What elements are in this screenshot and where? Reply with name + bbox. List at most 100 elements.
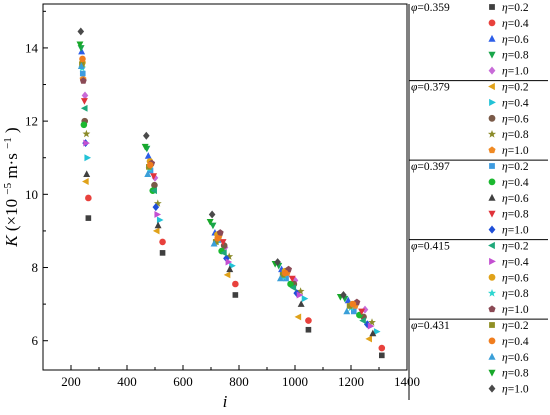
x-axis-label: i: [223, 392, 228, 411]
data-point: [150, 173, 158, 180]
legend-entry: η=0.6: [502, 193, 529, 205]
legend: φ=0.359 η=0.2 η=0.4 η=0.6 η=0.8 η=1.0 φ=0.379 η…: [408, 2, 548, 400]
data-point: [154, 210, 162, 218]
legend-entry: η=0.2: [502, 161, 529, 173]
data-point: [80, 98, 88, 105]
data-point: [216, 229, 224, 236]
data-point: [76, 41, 84, 49]
legend-phi-label: φ=0.359: [411, 2, 450, 14]
data-point: [146, 161, 154, 169]
legend-phi-label: φ=0.415: [411, 241, 450, 253]
data-point: [152, 203, 160, 212]
data-point: [288, 275, 296, 283]
data-point: [214, 234, 222, 242]
data-point: [77, 27, 85, 36]
data-point: [82, 178, 89, 185]
data-point: [368, 318, 376, 326]
legend-entry: η=0.8: [502, 288, 529, 300]
legend-marker: [488, 146, 496, 154]
legend-marker: [488, 34, 496, 42]
x-tick-label: 1400: [394, 374, 420, 389]
legend-entry: η=0.8: [502, 368, 529, 380]
data-point: [350, 308, 357, 315]
data-point: [274, 258, 281, 266]
legend-marker: [488, 273, 496, 281]
legend-marker: [489, 98, 496, 106]
x-tick-label: 400: [117, 374, 137, 389]
data-point: [289, 284, 297, 292]
y-tick-label: 12: [25, 114, 38, 129]
data-point: [153, 199, 162, 207]
legend-entry: η=1.0: [502, 225, 529, 237]
data-point: [287, 280, 294, 288]
legend-marker: [487, 129, 497, 138]
legend-entry: η=0.8: [502, 209, 529, 221]
legend-marker: [488, 337, 496, 345]
data-point: [82, 129, 91, 138]
data-point: [85, 194, 92, 202]
data-point: [210, 239, 218, 247]
data-point: [206, 218, 214, 226]
legend-marker: [488, 82, 495, 91]
legend-entry: η=0.2: [502, 320, 529, 332]
data-point: [83, 170, 91, 177]
data-point: [225, 252, 234, 260]
legend-marker: [489, 163, 495, 169]
legend-phi-label: φ=0.431: [411, 320, 450, 332]
data-point: [283, 275, 289, 282]
plot-frame: [42, 3, 408, 371]
x-tick-label: 600: [173, 374, 193, 389]
y-axis-label: K (×10 −5 m·s −1 ): [0, 127, 21, 247]
data-point: [232, 292, 239, 298]
data-point: [296, 291, 304, 299]
legend-entry: η=1.0: [502, 304, 529, 316]
legend-marker: [489, 4, 495, 10]
data-point: [223, 271, 231, 279]
y-tick-label: 14: [25, 40, 39, 55]
data-point: [226, 265, 234, 273]
y-tick-label: 6: [32, 333, 39, 348]
data-point: [343, 307, 351, 315]
x-tick-label: 1000: [282, 374, 308, 389]
data-point: [144, 152, 152, 159]
data-point: [220, 249, 227, 257]
legend-marker: [489, 322, 495, 328]
legend-entry: η=1.0: [502, 384, 529, 396]
legend-marker: [488, 210, 496, 218]
data-point: [276, 274, 284, 282]
data-point: [150, 187, 157, 195]
data-point: [85, 215, 92, 221]
legend-entry: η=0.4: [502, 177, 529, 189]
data-point: [79, 70, 86, 77]
legend-entry: η=0.4: [502, 336, 529, 348]
data-points: [76, 27, 386, 359]
legend-entry: η=0.2: [502, 2, 529, 14]
data-point: [81, 91, 89, 100]
data-point: [209, 222, 217, 230]
legend-entry: η=0.6: [502, 113, 529, 125]
data-point: [156, 216, 164, 224]
data-point: [301, 295, 309, 303]
data-point: [369, 329, 377, 337]
axis-ticks: 200 400 600 800 1000 1200 1400 6 8 10 12 14: [25, 10, 420, 389]
data-point: [296, 287, 305, 295]
data-point: [141, 143, 149, 151]
legend-entry: η=0.6: [502, 352, 529, 364]
data-point: [79, 77, 87, 84]
data-point: [346, 303, 353, 309]
legend-marker: [488, 66, 496, 75]
data-point: [229, 262, 236, 270]
y-tick-label: 10: [25, 187, 38, 202]
legend-marker: [488, 241, 495, 250]
data-point: [232, 280, 239, 288]
legend-entry: η=0.2: [502, 241, 529, 253]
data-point: [373, 328, 381, 336]
data-point: [151, 181, 158, 189]
data-point: [225, 258, 233, 266]
data-point: [77, 62, 85, 70]
legend-marker: [489, 257, 496, 265]
legend-marker: [487, 288, 497, 297]
data-point: [80, 121, 88, 129]
legend-marker: [488, 114, 496, 122]
data-point: [281, 269, 289, 277]
